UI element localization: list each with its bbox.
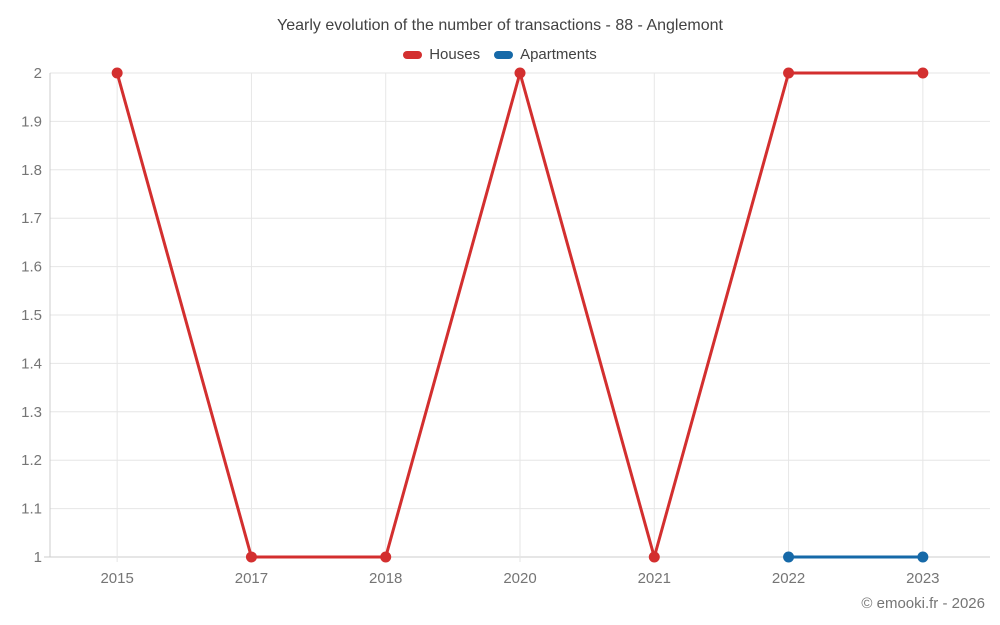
data-point-apartments-2023[interactable]: [917, 551, 929, 563]
data-point-apartments-2022[interactable]: [783, 551, 795, 563]
x-axis-tick-label: 2022: [772, 570, 805, 587]
data-point-houses-2022[interactable]: [783, 67, 795, 79]
data-point-houses-2018[interactable]: [380, 551, 392, 563]
apartments-legend-label: Apartments: [520, 46, 597, 63]
x-axis-tick-label: 2017: [235, 570, 268, 587]
y-axis-tick-label: 1.2: [21, 452, 42, 469]
copyright-text: © emooki.fr - 2026: [861, 595, 985, 612]
data-point-houses-2020[interactable]: [514, 67, 526, 79]
chart-title: Yearly evolution of the number of transa…: [277, 17, 723, 34]
y-axis-tick-label: 1.7: [21, 210, 42, 227]
y-axis-tick-label: 1.3: [21, 404, 42, 421]
data-point-houses-2023[interactable]: [917, 67, 929, 79]
houses-legend-swatch-icon: [403, 50, 423, 59]
x-axis-tick-label: 2023: [906, 570, 939, 587]
data-point-houses-2021[interactable]: [648, 551, 660, 563]
y-axis-tick-label: 2: [34, 65, 42, 82]
y-axis-tick-label: 1: [34, 549, 42, 566]
x-axis-tick-label: 2015: [100, 570, 133, 587]
y-axis-tick-label: 1.1: [21, 501, 42, 518]
x-axis-tick-label: 2020: [503, 570, 536, 587]
data-point-houses-2017[interactable]: [245, 551, 257, 563]
y-axis-tick-label: 1.5: [21, 307, 42, 324]
data-point-houses-2015[interactable]: [111, 67, 123, 79]
legend: Houses Apartments: [0, 46, 1000, 63]
houses-legend-label: Houses: [429, 46, 481, 63]
x-axis-tick-label: 2021: [638, 570, 671, 587]
x-axis-tick-label: 2018: [369, 570, 402, 587]
y-axis-tick-label: 1.9: [21, 113, 42, 130]
y-axis-tick-label: 1.4: [21, 355, 42, 372]
legend-item-apartments: Apartments: [494, 46, 597, 63]
legend-item-houses: Houses: [403, 46, 480, 63]
y-axis-tick-label: 1.8: [21, 162, 42, 179]
y-axis-tick-label: 1.6: [21, 259, 42, 276]
apartments-legend-swatch-icon: [494, 50, 514, 59]
